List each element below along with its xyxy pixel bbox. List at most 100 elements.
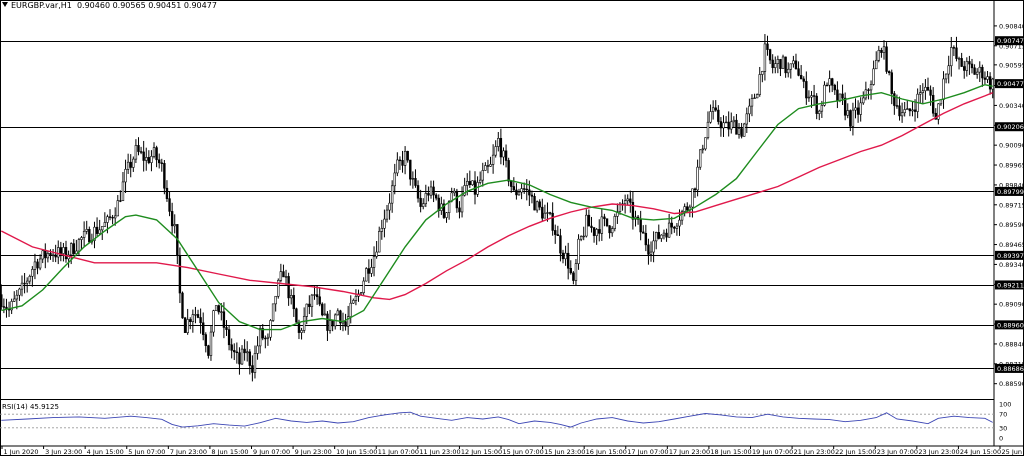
candle-body-down <box>898 105 901 117</box>
candle <box>585 209 588 238</box>
candle-body-down <box>926 86 930 91</box>
candle <box>973 64 976 75</box>
candle-body-up <box>132 158 135 168</box>
candle-body-up <box>18 288 21 296</box>
candle <box>776 55 780 74</box>
candle-body-up <box>649 251 653 255</box>
candle <box>445 212 448 223</box>
candle-body-up <box>354 296 358 301</box>
candle-body-up <box>121 181 125 201</box>
candle-body-up <box>220 311 223 313</box>
candle-body-down <box>458 207 461 213</box>
collapse-triangle-icon[interactable] <box>2 2 8 7</box>
candle <box>282 264 285 278</box>
candle-body-up <box>13 298 16 302</box>
candle-body-up <box>595 229 598 236</box>
candle-body-down <box>603 216 606 220</box>
candle-body-up <box>466 181 469 186</box>
candle-body-up <box>85 229 88 232</box>
candle-body-up <box>862 97 865 104</box>
candle <box>20 275 24 297</box>
candle <box>512 177 516 191</box>
candle <box>952 45 956 57</box>
candle <box>559 228 562 262</box>
candle-body-up <box>975 71 979 75</box>
price-tick-label: 0.88590 <box>999 380 1024 388</box>
candle <box>388 193 391 220</box>
candle <box>25 277 29 293</box>
candle <box>774 56 777 74</box>
candle-body-up <box>393 172 396 187</box>
candle <box>264 335 267 349</box>
candle-body-down <box>605 218 609 227</box>
candle <box>57 240 60 265</box>
candle <box>230 338 233 359</box>
candle-body-up <box>25 280 29 284</box>
candle-body-up <box>957 58 961 60</box>
candle-body-up <box>613 216 616 229</box>
candle <box>600 209 604 241</box>
candle <box>875 51 878 70</box>
candle-body-down <box>108 216 112 218</box>
candle-body-down <box>230 344 233 351</box>
candle-body-up <box>302 316 306 331</box>
candle-body-down <box>512 186 516 191</box>
candle <box>359 291 363 295</box>
candle <box>251 355 254 382</box>
candle <box>147 150 151 165</box>
candle-body-up <box>654 232 658 242</box>
candle <box>750 94 754 117</box>
candle <box>616 203 619 224</box>
candle-body-up <box>463 185 466 196</box>
time-tick-label: 15 Jun 23:00 <box>544 448 585 456</box>
candle-body-up <box>424 193 428 205</box>
candle-body-up <box>947 65 950 75</box>
rsi-header: RSI(14) 45.9125 <box>2 403 59 411</box>
candle-body-down <box>639 219 642 233</box>
candle-body-down <box>427 193 430 196</box>
candle-body-up <box>453 190 456 194</box>
candle <box>913 99 917 122</box>
candle <box>372 246 376 277</box>
candle-body-down <box>414 178 417 186</box>
candle-body-down <box>155 147 158 161</box>
candle-body-up <box>126 161 130 170</box>
candle <box>673 225 676 233</box>
candle-body-down <box>54 254 57 258</box>
price-tick-label: 0.89340 <box>999 261 1024 269</box>
candle-body-down <box>799 75 803 80</box>
candle-body-down <box>233 350 236 353</box>
candle-body-up <box>305 303 308 317</box>
time-tick-label: 15 Jun 07:00 <box>503 448 544 456</box>
candle <box>279 263 283 283</box>
candle-body-down <box>499 138 503 158</box>
candle <box>308 295 311 315</box>
candle <box>696 159 699 197</box>
candle-body-down <box>766 43 769 50</box>
candle-body-down <box>419 197 422 207</box>
candle-body-down <box>204 334 207 347</box>
candle-body-down <box>657 232 660 239</box>
candle-body-down <box>528 189 531 196</box>
candle <box>587 209 591 227</box>
candle-body-down <box>170 211 174 227</box>
candle-body-up <box>699 149 702 168</box>
candle-body-up <box>711 107 715 112</box>
rsi-tick-label: 70 <box>999 411 1007 419</box>
candle-body-up <box>266 336 270 339</box>
candle-body-up <box>290 295 293 299</box>
candle <box>362 277 365 295</box>
candle <box>970 58 974 74</box>
candle <box>95 217 99 237</box>
candle-body-up <box>191 314 195 322</box>
candle-body-up <box>82 230 86 238</box>
candle-body-down <box>587 214 591 227</box>
candle-body-down <box>970 63 974 69</box>
candle <box>67 250 70 268</box>
candle-body-down <box>227 329 231 346</box>
candle <box>352 298 355 304</box>
candle <box>730 112 733 134</box>
candle <box>515 183 518 200</box>
